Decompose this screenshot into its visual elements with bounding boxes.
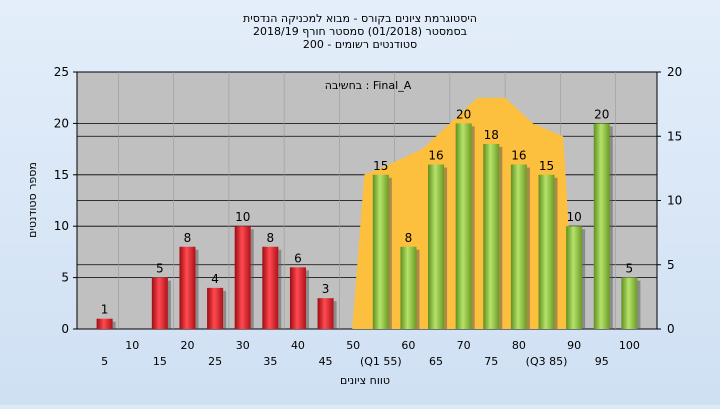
bar-60: [400, 246, 417, 329]
x-tick-label-upper: 10: [125, 339, 139, 352]
y-tick-label: 5: [61, 271, 69, 285]
bar-value-label: 1: [101, 303, 109, 317]
x-tick-label-upper: 40: [291, 339, 305, 352]
x-tick-label-lower: 5: [101, 355, 108, 368]
bar-value-label: 10: [235, 210, 250, 224]
bar-value-label: 20: [594, 107, 609, 121]
x-tick-label-lower: 45: [319, 355, 333, 368]
bar-value-label: 6: [294, 251, 302, 265]
bar-shadow-45: [333, 301, 337, 329]
bar-85: [538, 174, 555, 329]
y-right-tick-label: 10: [667, 194, 682, 208]
x-tick-label-upper: 60: [401, 339, 415, 352]
bar-shadow-5: [112, 321, 116, 329]
y-right-tick-label: 0: [667, 322, 675, 336]
bar-shadow-85: [554, 177, 558, 329]
bar-value-label: 15: [373, 159, 388, 173]
bar-shadow-20: [195, 249, 199, 329]
x-tick-label-lower: (Q3 85): [526, 355, 568, 368]
y-tick-label: 25: [54, 65, 69, 79]
x-tick-label-lower: 35: [263, 355, 277, 368]
bar-value-label: 18: [484, 128, 499, 142]
bar-value-label: 4: [211, 272, 219, 286]
y-axis-label: מספר סטודנטים: [26, 162, 39, 238]
bar-series: [96, 123, 641, 330]
x-tick-label-upper: 70: [457, 339, 471, 352]
bar-value-label: 20: [456, 107, 471, 121]
bar-value-label: 8: [184, 231, 192, 245]
y-tick-label: 15: [54, 168, 69, 182]
bar-100: [621, 277, 638, 329]
chart-title-line-3: סטודנטים רשומים - 200: [303, 38, 417, 51]
bar-value-label: 8: [267, 231, 275, 245]
x-tick-label-upper: 100: [619, 339, 640, 352]
bar-80: [510, 164, 527, 329]
x-tick-label-lower: 25: [208, 355, 222, 368]
bar-95: [593, 123, 610, 330]
y-right-tick-label: 20: [667, 65, 682, 79]
bar-40: [289, 267, 306, 329]
bar-shadow-75: [499, 146, 503, 329]
bar-shadow-35: [278, 249, 282, 329]
x-tick-label-upper: 80: [512, 339, 526, 352]
chart-title-line-2: בסמסטר (01/2018) סמסטר חורף 2018/19: [253, 25, 467, 38]
bar-5: [96, 318, 113, 329]
bar-shadow-55: [388, 177, 392, 329]
bar-shadow-90: [582, 229, 586, 329]
bar-shadow-25: [223, 290, 227, 329]
bar-shadow-80: [526, 167, 530, 329]
bar-15: [151, 277, 168, 329]
y-tick-label: 20: [54, 116, 69, 130]
chart-title-line-1: היסטוגרמת ציונים בקורס - מבוא למכניקה הנ…: [243, 12, 477, 25]
bar-20: [179, 246, 196, 329]
y-right-tick-label: 5: [667, 258, 675, 272]
x-tick-label-upper: 20: [180, 339, 194, 352]
bar-value-label: 16: [511, 149, 526, 163]
x-tick-label-lower: (Q1 55): [360, 355, 402, 368]
x-tick-label-upper: 30: [236, 339, 250, 352]
bar-45: [317, 298, 334, 329]
x-tick-label-lower: 95: [595, 355, 609, 368]
bar-value-label: 5: [156, 262, 164, 276]
bar-90: [566, 226, 583, 329]
bar-value-label: 8: [405, 231, 413, 245]
bar-shadow-70: [471, 126, 475, 330]
y-tick-label: 10: [54, 219, 69, 233]
bar-value-label: 3: [322, 282, 330, 296]
bar-shadow-95: [609, 126, 613, 330]
bar-55: [372, 174, 389, 329]
x-tick-label-lower: 15: [153, 355, 167, 368]
bar-shadow-60: [416, 249, 420, 329]
y-right-tick-label: 15: [667, 129, 682, 143]
bar-shadow-40: [305, 270, 309, 329]
bar-shadow-100: [637, 280, 641, 329]
bar-35: [262, 246, 279, 329]
x-tick-label-lower: 75: [484, 355, 498, 368]
chart-annotation: בחשיבה : Final_A: [325, 79, 412, 92]
bar-value-label: 5: [626, 262, 634, 276]
bar-75: [483, 143, 500, 329]
bar-70: [455, 123, 472, 330]
bar-shadow-30: [250, 229, 254, 329]
x-axis-label: טווח ציונים: [340, 374, 390, 387]
bar-65: [428, 164, 445, 329]
bar-value-label: 16: [428, 149, 443, 163]
bar-30: [234, 226, 251, 329]
y-tick-label: 0: [61, 322, 69, 336]
bar-shadow-65: [444, 167, 448, 329]
x-tick-label-upper: 50: [346, 339, 360, 352]
x-tick-label-lower: 65: [429, 355, 443, 368]
bar-shadow-15: [167, 280, 171, 329]
bar-25: [207, 287, 224, 329]
x-tick-label-upper: 90: [567, 339, 581, 352]
bar-value-label: 10: [567, 210, 582, 224]
chart-title-block: היסטוגרמת ציונים בקורס - מבוא למכניקה הנ…: [243, 12, 477, 51]
bar-value-label: 15: [539, 159, 554, 173]
